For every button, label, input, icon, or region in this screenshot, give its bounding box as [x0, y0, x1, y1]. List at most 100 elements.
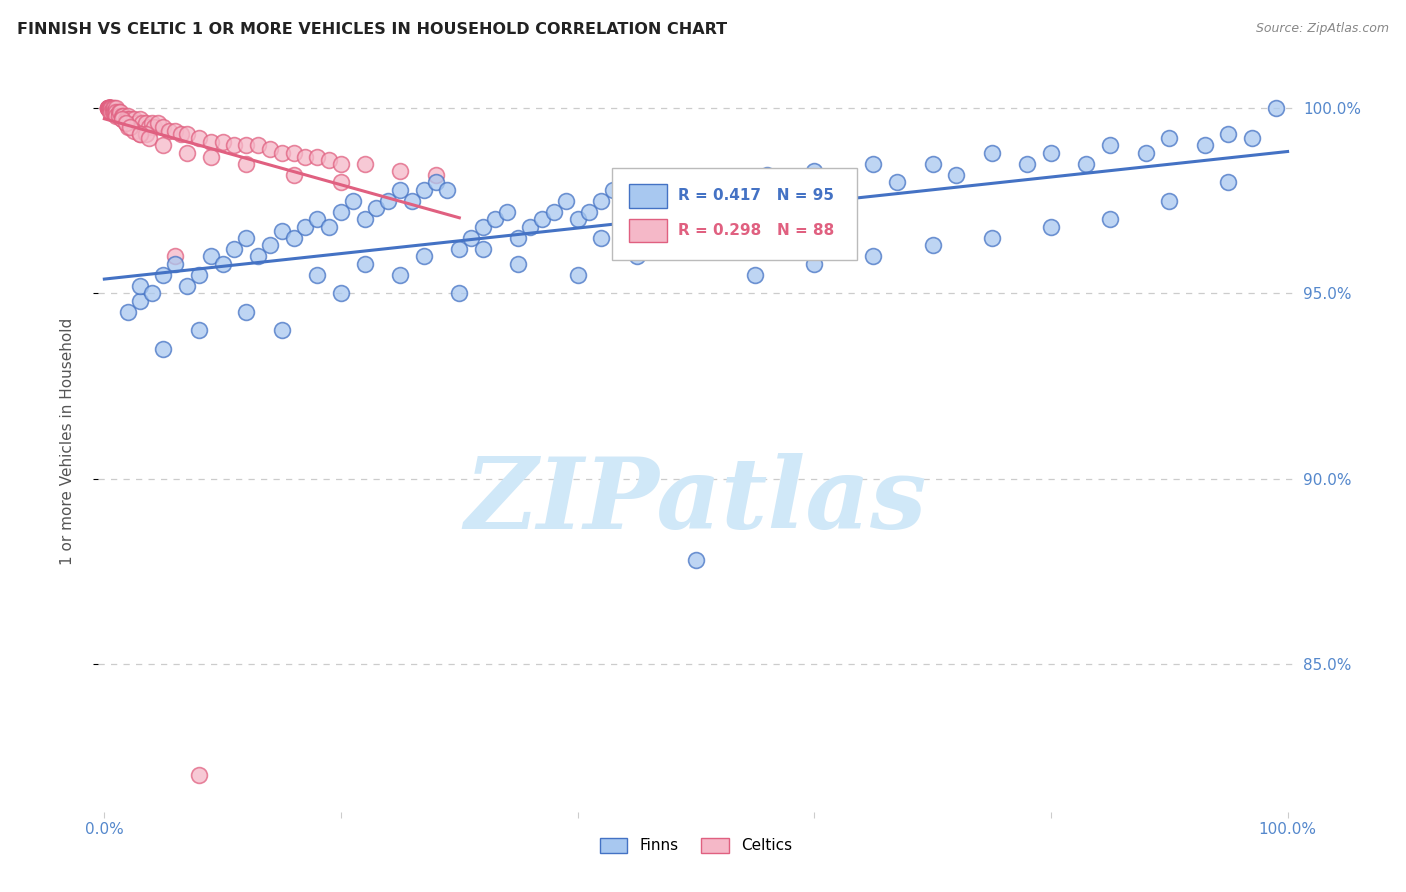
- Point: [111, 112, 134, 127]
- Point: [567, 212, 589, 227]
- Point: [127, 116, 149, 130]
- Point: [224, 242, 246, 256]
- Point: [519, 219, 541, 234]
- Point: [111, 112, 134, 127]
- Point: [862, 250, 884, 264]
- Point: [389, 164, 412, 178]
- Point: [980, 145, 1002, 160]
- Point: [141, 116, 163, 130]
- Point: [131, 116, 153, 130]
- Point: [224, 138, 246, 153]
- Point: [460, 231, 482, 245]
- Point: [188, 768, 211, 782]
- Point: [114, 112, 136, 127]
- Point: [803, 257, 825, 271]
- Point: [685, 194, 707, 208]
- Point: [97, 102, 120, 116]
- Point: [176, 279, 198, 293]
- Point: [235, 231, 257, 245]
- Point: [779, 176, 801, 190]
- Point: [389, 183, 412, 197]
- Point: [862, 157, 884, 171]
- FancyBboxPatch shape: [628, 219, 668, 243]
- Point: [98, 102, 121, 116]
- Point: [270, 324, 292, 338]
- Point: [330, 286, 353, 301]
- Point: [591, 194, 613, 208]
- Point: [138, 120, 160, 134]
- Point: [128, 112, 150, 127]
- Point: [211, 135, 233, 149]
- Point: [138, 131, 160, 145]
- Point: [685, 553, 707, 567]
- Point: [733, 176, 755, 190]
- Point: [508, 257, 530, 271]
- Point: [449, 242, 471, 256]
- Point: [436, 183, 458, 197]
- Point: [112, 109, 135, 123]
- Point: [1017, 157, 1039, 171]
- Point: [661, 205, 683, 219]
- Point: [259, 142, 281, 156]
- Point: [425, 168, 447, 182]
- Point: [104, 105, 127, 120]
- Point: [247, 138, 270, 153]
- Point: [270, 145, 292, 160]
- Point: [1135, 145, 1157, 160]
- Point: [114, 116, 136, 130]
- Point: [425, 176, 447, 190]
- Point: [247, 250, 270, 264]
- Point: [152, 138, 174, 153]
- Point: [1264, 102, 1286, 116]
- Point: [98, 102, 121, 116]
- Point: [176, 145, 198, 160]
- Point: [945, 168, 967, 182]
- Point: [567, 268, 589, 282]
- Point: [100, 102, 122, 116]
- Point: [531, 212, 554, 227]
- Point: [98, 102, 121, 116]
- Point: [122, 112, 145, 127]
- Point: [921, 238, 943, 252]
- Point: [107, 105, 129, 120]
- Point: [980, 231, 1002, 245]
- Point: [886, 176, 908, 190]
- Point: [1218, 176, 1240, 190]
- Point: [114, 116, 136, 130]
- Point: [108, 105, 131, 120]
- Point: [120, 112, 142, 127]
- Point: [100, 105, 122, 120]
- Point: [472, 242, 495, 256]
- Point: [401, 194, 423, 208]
- Text: R = 0.298   N = 88: R = 0.298 N = 88: [678, 223, 834, 238]
- Point: [97, 102, 120, 116]
- Point: [330, 157, 353, 171]
- Point: [755, 168, 778, 182]
- Point: [211, 257, 233, 271]
- Point: [543, 205, 565, 219]
- Point: [1099, 212, 1122, 227]
- Point: [165, 123, 187, 137]
- Point: [128, 279, 150, 293]
- Point: [97, 102, 120, 116]
- Point: [330, 176, 353, 190]
- Point: [554, 194, 576, 208]
- Point: [1039, 145, 1062, 160]
- Point: [200, 135, 222, 149]
- Point: [143, 120, 166, 134]
- Point: [200, 149, 222, 163]
- Legend: Finns, Celtics: Finns, Celtics: [593, 831, 799, 860]
- Point: [377, 194, 399, 208]
- Point: [107, 109, 129, 123]
- Point: [157, 123, 180, 137]
- Point: [283, 145, 305, 160]
- Point: [235, 138, 257, 153]
- Point: [98, 102, 121, 116]
- Point: [1099, 138, 1122, 153]
- Y-axis label: 1 or more Vehicles in Household: 1 or more Vehicles in Household: [60, 318, 75, 566]
- Point: [100, 102, 122, 116]
- Point: [1076, 157, 1098, 171]
- Point: [98, 102, 121, 116]
- Point: [122, 123, 145, 137]
- Point: [389, 268, 412, 282]
